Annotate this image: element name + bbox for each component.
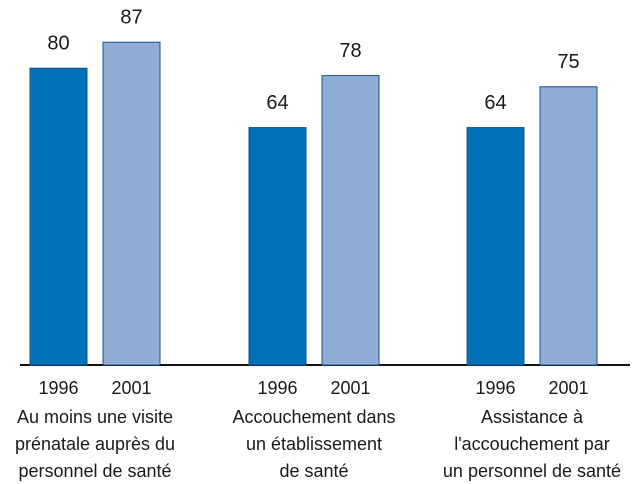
category-label: personnel de santé: [18, 461, 171, 481]
series-label: 2001: [330, 378, 370, 398]
series-label: 1996: [38, 378, 78, 398]
category-label: un personnel de santé: [443, 461, 621, 481]
category-label: Au moins une visite: [17, 407, 173, 427]
value-label: 80: [47, 32, 69, 54]
category-label: Assistance à: [481, 407, 584, 427]
series-label: 2001: [111, 378, 151, 398]
bar: [539, 86, 598, 366]
series-label: 1996: [257, 378, 297, 398]
bar: [248, 127, 307, 366]
series-label: 1996: [475, 378, 515, 398]
category-label: l'accouchement par: [454, 434, 610, 454]
value-label: 64: [266, 92, 288, 114]
series-label: 2001: [548, 378, 588, 398]
category-label: un établissement: [246, 434, 382, 454]
bar: [102, 41, 161, 366]
category-label: Accouchement dans: [232, 407, 395, 427]
value-label: 75: [557, 51, 579, 73]
category-label: prénatale auprès du: [15, 434, 175, 454]
value-label: 64: [484, 92, 506, 114]
bar: [466, 127, 525, 366]
category-label: de santé: [279, 461, 348, 481]
value-label: 87: [120, 7, 142, 29]
value-label: 78: [339, 40, 361, 62]
bar: [321, 75, 380, 366]
bar: [29, 67, 88, 366]
